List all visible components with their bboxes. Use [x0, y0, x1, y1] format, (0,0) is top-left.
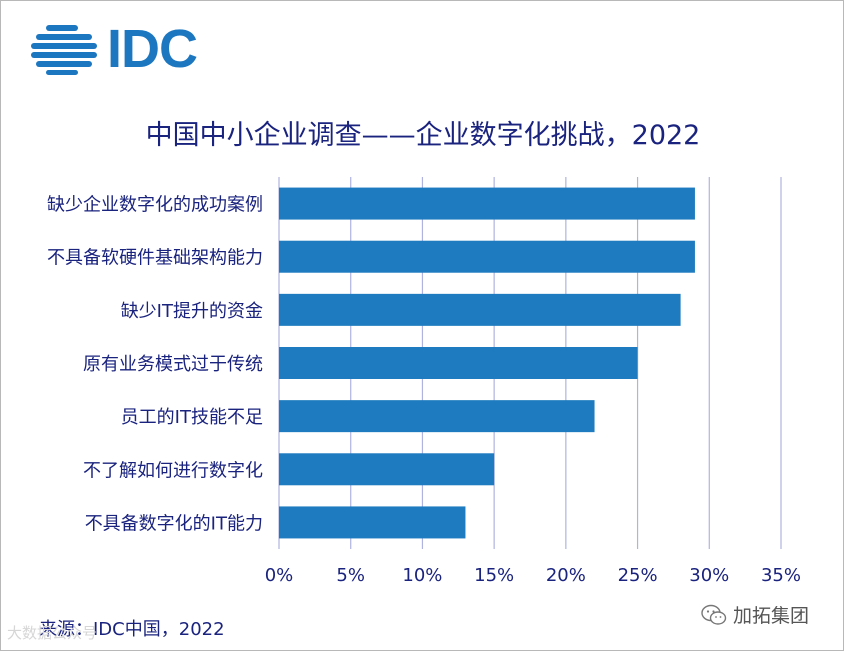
x-tick-label: 25% [618, 565, 658, 586]
chart-title: 中国中小企业调查——企业数字化挑战，2022 [145, 120, 701, 151]
watermark-left: 大数据公众号 [7, 624, 98, 642]
bar [279, 293, 681, 326]
x-tick-label: 20% [546, 565, 586, 586]
x-tick-label: 5% [336, 565, 365, 586]
logo-text: IDC [107, 19, 198, 79]
x-tick-label: 30% [689, 565, 729, 586]
source-note: 来源：IDC中国，2022 [39, 619, 225, 640]
x-tick-label: 0% [265, 565, 294, 586]
category-label: 缺少IT提升的资金 [121, 301, 263, 322]
watermark-label: 加拓集团 [733, 605, 810, 627]
bar [279, 187, 695, 220]
category-label: 原有业务模式过于传统 [83, 354, 263, 375]
watermark-right: 加拓集团 [701, 601, 809, 628]
bar [279, 347, 638, 379]
category-label: 不了解如何进行数字化 [83, 460, 263, 481]
category-label: 员工的IT技能不足 [121, 407, 263, 428]
category-label: 缺少企业数字化的成功案例 [47, 195, 263, 216]
idc-logo: IDC [29, 21, 199, 77]
bar [279, 400, 595, 433]
x-tick-label: 10% [402, 565, 442, 586]
idc-globe-icon [31, 25, 97, 75]
bar [279, 506, 466, 539]
bar [279, 240, 695, 273]
category-label: 不具备软硬件基础架构能力 [47, 248, 263, 269]
bar [279, 453, 495, 486]
x-tick-label: 35% [761, 565, 801, 586]
wechat-icon [701, 604, 727, 625]
category-label: 不具备数字化的IT能力 [85, 513, 263, 534]
x-tick-label: 15% [474, 565, 514, 586]
